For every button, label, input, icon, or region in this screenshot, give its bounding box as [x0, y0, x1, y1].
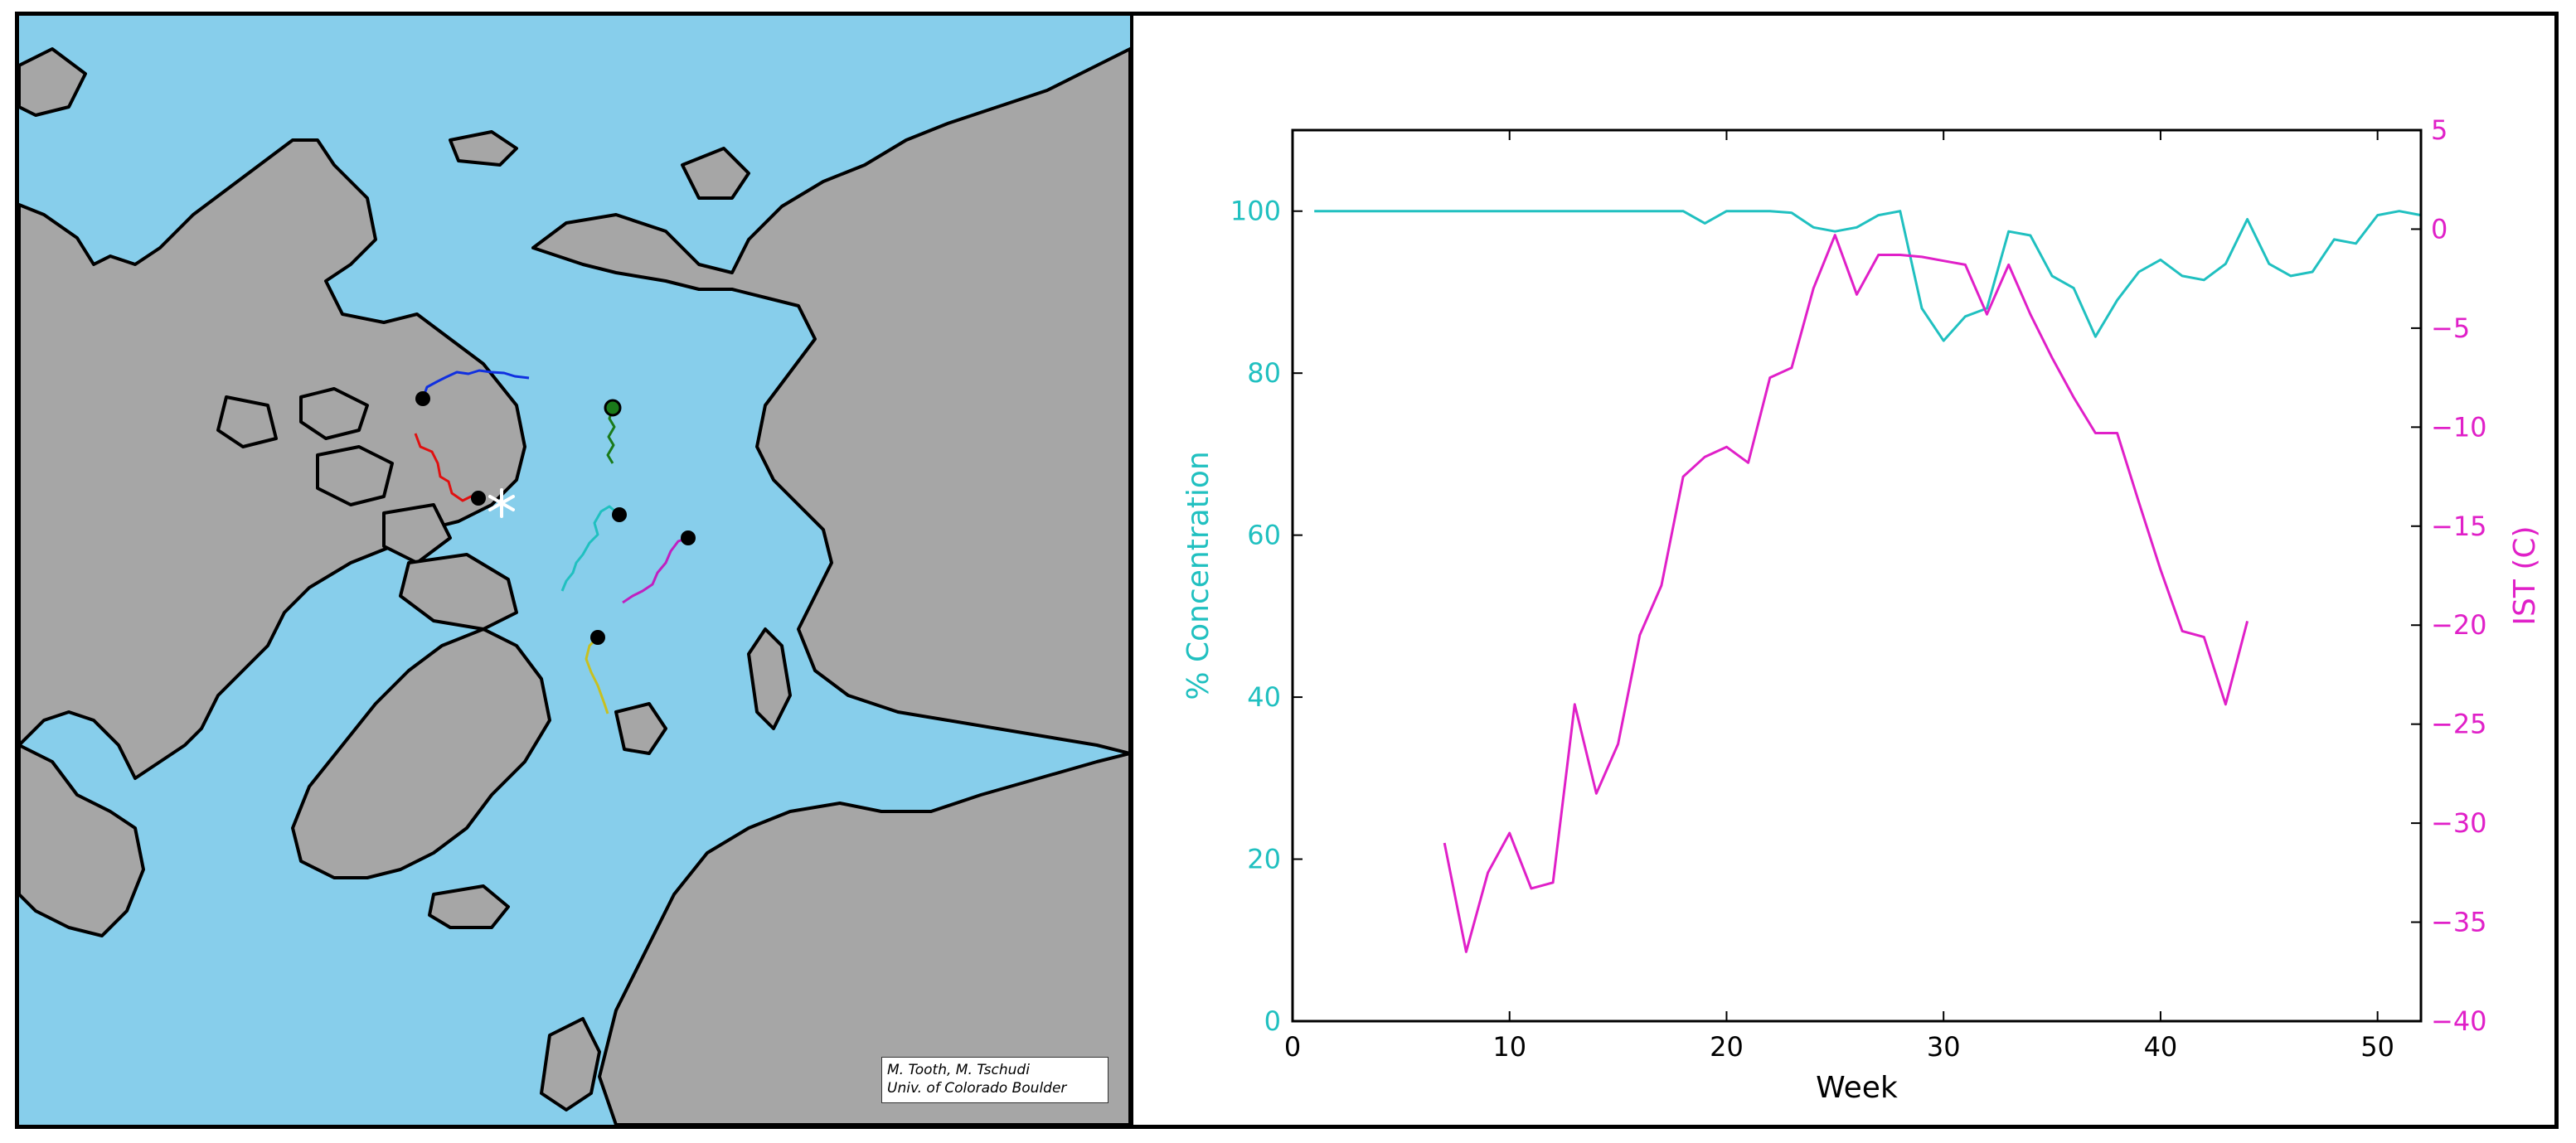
x-tick-label: 30	[1927, 1031, 1961, 1063]
scandinavia-landmass	[598, 752, 1130, 1125]
buoy-track-red	[414, 433, 479, 502]
new-siberian-islands	[681, 147, 750, 200]
buoy-end-marker	[612, 507, 627, 522]
y-axis-label-right: IST (C)	[2508, 525, 2542, 625]
x-axis-label: Week	[1816, 1071, 1898, 1105]
svalbard-landmass	[614, 702, 667, 755]
y-right-tick-label: −25	[2431, 709, 2487, 740]
y-right-tick-label: −10	[2431, 411, 2487, 443]
arctic-island-1	[299, 387, 369, 440]
arctic-island-3	[382, 503, 452, 564]
chart-panel: 0 10 20 30 40 50 0 20 40 60 80 100 −40 −35 −30 −25 −20 −1…	[1133, 16, 2554, 1125]
buoy-end-marker	[604, 399, 622, 417]
y-left-tick-label: 0	[1264, 1005, 1281, 1037]
credit-line-institution: Univ. of Colorado Boulder	[887, 1080, 1067, 1097]
y-left-tick-label: 80	[1247, 357, 1281, 389]
buoy-track-green	[606, 407, 616, 464]
x-tick-label: 0	[1284, 1031, 1301, 1063]
buoy-track-blue	[421, 369, 530, 400]
y-left-tick-label: 40	[1247, 681, 1281, 713]
y-right-tick-label: −40	[2431, 1005, 2487, 1037]
y-right-tick-label: 0	[2431, 213, 2447, 245]
credit-line-authors: M. Tooth, M. Tschudi	[887, 1062, 1030, 1078]
y-left-tick-label: 100	[1230, 196, 1281, 227]
wrangel-island	[449, 130, 518, 167]
arctic-island-4	[216, 395, 278, 448]
x-tick-label: 20	[1710, 1031, 1744, 1063]
figure-frame: M. Tooth, M. Tschudi Univ. of Colorado B…	[15, 12, 2559, 1129]
novaya-zemlya-landmass	[747, 627, 792, 730]
buoy-end-marker	[415, 391, 430, 406]
y-right-tick-label: 5	[2431, 114, 2447, 146]
north-america-landmass	[19, 138, 526, 780]
greenland-landmass	[291, 627, 551, 879]
buoy-end-marker	[681, 530, 696, 545]
white-asterisk-icon	[488, 488, 515, 518]
x-tick-label: 10	[1492, 1031, 1526, 1063]
x-tick-label: 40	[2144, 1031, 2178, 1063]
arctic-island-5	[399, 553, 518, 631]
iceland-landmass	[428, 884, 510, 929]
y-left-tick-label: 60	[1247, 520, 1281, 551]
y-right-tick-label: −5	[2431, 312, 2470, 344]
y-right-tick-label: −15	[2431, 511, 2487, 542]
y-right-tick-label: −30	[2431, 807, 2487, 839]
concentration-series-line	[1314, 210, 2422, 342]
credit-box: M. Tooth, M. Tschudi Univ. of Colorado B…	[881, 1057, 1109, 1103]
alaska-tip	[19, 47, 87, 117]
y-right-tick-label: −35	[2431, 907, 2487, 938]
x-tick-label: 50	[2360, 1031, 2394, 1063]
britain-landmass	[540, 1017, 601, 1112]
buoy-track-magenta	[622, 536, 689, 604]
arctic-map: M. Tooth, M. Tschudi Univ. of Colorado B…	[19, 16, 1133, 1125]
buoy-track-yellow	[585, 636, 609, 714]
siberia-landmass	[531, 47, 1130, 755]
ist-series-line	[1443, 234, 2249, 953]
y-right-tick-label: −20	[2431, 609, 2487, 641]
buoy-end-marker	[590, 630, 605, 645]
map-svg	[19, 47, 1130, 1125]
hudson-bay-east-landmass	[19, 743, 145, 937]
y-axis-label-left: % Concentration	[1181, 451, 1215, 700]
chart-svg: 0 10 20 30 40 50020406080100−40−35−30−25−20−1…	[1181, 114, 2542, 1105]
y-left-tick-label: 20	[1247, 844, 1281, 875]
buoy-end-marker	[471, 491, 486, 506]
buoy-track-cyan	[560, 505, 620, 592]
arctic-island-2	[316, 445, 394, 506]
plot-frame	[1291, 128, 2423, 1023]
